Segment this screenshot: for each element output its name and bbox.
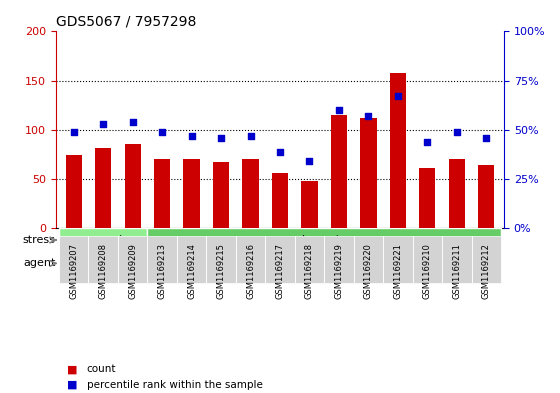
Text: GSM1169221: GSM1169221 [393,243,403,299]
FancyBboxPatch shape [59,252,147,275]
Text: control: control [84,259,123,268]
Text: GDS5067 / 7957298: GDS5067 / 7957298 [56,15,197,29]
Text: ■: ■ [67,380,78,390]
Text: count: count [87,364,116,375]
Bar [478,165,494,228]
Bar [301,181,318,228]
Text: GSM1169213: GSM1169213 [157,243,167,299]
Text: GSM1169208: GSM1169208 [99,243,108,299]
Bar [213,162,229,228]
Point [452,129,461,135]
Bar [331,115,347,228]
FancyBboxPatch shape [206,236,236,283]
FancyBboxPatch shape [413,252,501,275]
Text: GSM1169211: GSM1169211 [452,243,461,299]
FancyBboxPatch shape [118,236,147,283]
Text: ■: ■ [67,364,78,375]
Text: stress: stress [22,235,55,245]
Point [246,133,255,139]
Text: GSM1169209: GSM1169209 [128,243,137,299]
Point [99,121,108,127]
Text: GSM1169215: GSM1169215 [217,243,226,299]
Text: GSM1169210: GSM1169210 [423,243,432,299]
FancyBboxPatch shape [59,236,88,283]
FancyBboxPatch shape [383,236,413,283]
FancyBboxPatch shape [354,236,383,283]
FancyBboxPatch shape [147,236,177,283]
Point [187,133,196,139]
Point [334,107,343,113]
Text: control: control [437,259,476,268]
FancyBboxPatch shape [147,228,501,252]
FancyBboxPatch shape [236,252,324,275]
Bar [242,160,259,228]
FancyBboxPatch shape [177,236,206,283]
Text: GSM1169207: GSM1169207 [69,243,78,299]
Point [69,129,78,135]
FancyBboxPatch shape [472,236,501,283]
Text: GSM1169214: GSM1169214 [187,243,196,299]
Text: GSM1169216: GSM1169216 [246,243,255,299]
FancyBboxPatch shape [147,252,236,275]
Bar [184,160,200,228]
Point [305,158,314,165]
FancyBboxPatch shape [413,236,442,283]
Bar [95,148,111,228]
FancyBboxPatch shape [295,236,324,283]
Bar [272,173,288,228]
FancyBboxPatch shape [59,228,147,252]
Text: oligooxopiperazine
BB2-125: oligooxopiperazine BB2-125 [146,253,237,274]
Bar [419,168,436,228]
Bar [124,144,141,228]
Text: GSM1169218: GSM1169218 [305,243,314,299]
FancyBboxPatch shape [236,236,265,283]
Text: oligooxopiperazine
BB2-162: oligooxopiperazine BB2-162 [234,253,326,274]
FancyBboxPatch shape [324,236,354,283]
Text: oligooxopiperazine
BB2-282: oligooxopiperazine BB2-282 [323,253,414,274]
Text: hypoxia: hypoxia [302,235,346,245]
Bar [66,156,82,228]
Point [364,113,373,119]
Point [217,135,226,141]
Point [394,93,403,99]
Point [128,119,137,125]
Point [157,129,166,135]
Bar [154,160,170,228]
FancyBboxPatch shape [442,236,472,283]
Text: GSM1169217: GSM1169217 [276,243,284,299]
Bar [449,160,465,228]
FancyBboxPatch shape [324,252,413,275]
Bar [390,73,406,228]
Text: normoxia: normoxia [77,235,129,245]
Point [423,139,432,145]
Bar [360,118,376,228]
Point [276,149,284,155]
Text: agent: agent [23,259,55,268]
Text: GSM1169219: GSM1169219 [334,243,343,299]
Point [482,135,491,141]
FancyBboxPatch shape [88,236,118,283]
Text: GSM1169220: GSM1169220 [364,243,373,299]
FancyBboxPatch shape [265,236,295,283]
Text: GSM1169212: GSM1169212 [482,243,491,299]
Text: percentile rank within the sample: percentile rank within the sample [87,380,263,390]
